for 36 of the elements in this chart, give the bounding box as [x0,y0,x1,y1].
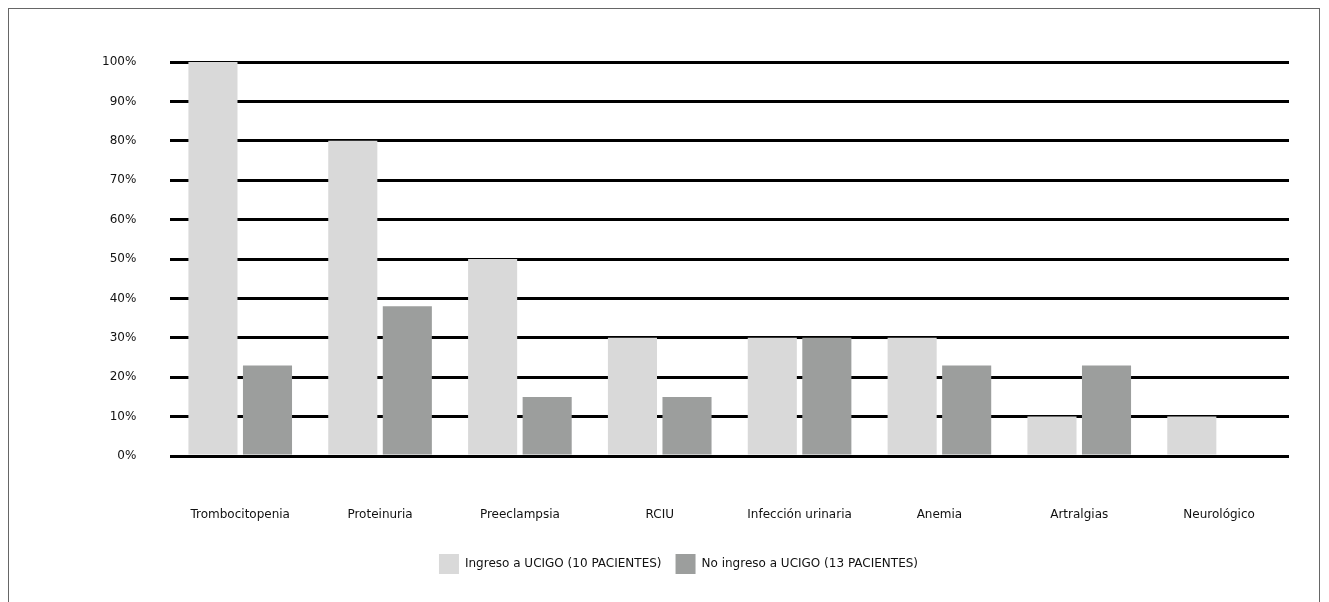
y-tick-label: 60% [109,211,137,226]
y-tick-label: 80% [109,132,137,147]
y-tick-label: 20% [109,369,137,384]
bar [522,396,572,455]
x-tick-label: Anemia [916,507,963,522]
y-tick-label: 70% [109,172,137,187]
bar [328,140,378,455]
y-tick-label: 30% [109,329,137,344]
x-tick-label: Proteinuria [347,507,413,522]
y-tick-label: 10% [109,408,137,423]
bar [1027,416,1077,455]
bar [188,62,238,455]
y-tick-label: 100% [101,54,137,69]
bar [662,396,712,455]
legend-label: No ingreso a UCIGO (13 PACIENTES) [701,556,919,571]
x-tick-label: Preeclampsia [479,507,560,522]
x-tick-label: Trombocitopenia [189,507,290,522]
y-tick-label: 0% [117,448,137,463]
x-tick-label: Infección urinaria [747,507,852,522]
bar [887,337,937,455]
bar [942,365,992,455]
legend-label: Ingreso a UCIGO (10 PACIENTES) [464,556,662,571]
y-tick-label: 90% [109,93,137,108]
x-tick-label: RCIU [645,507,674,522]
bar [607,337,658,455]
bar [1167,416,1217,455]
bar [802,337,852,455]
y-tick-label: 50% [109,251,137,266]
bar [382,306,432,455]
bar [1081,365,1132,455]
bar [468,259,518,455]
x-tick-label: Artralgias [1050,507,1109,522]
x-tick-label: Neurológico [1183,507,1255,522]
bar [242,365,293,455]
bar [747,337,797,455]
y-tick-label: 40% [109,290,137,305]
